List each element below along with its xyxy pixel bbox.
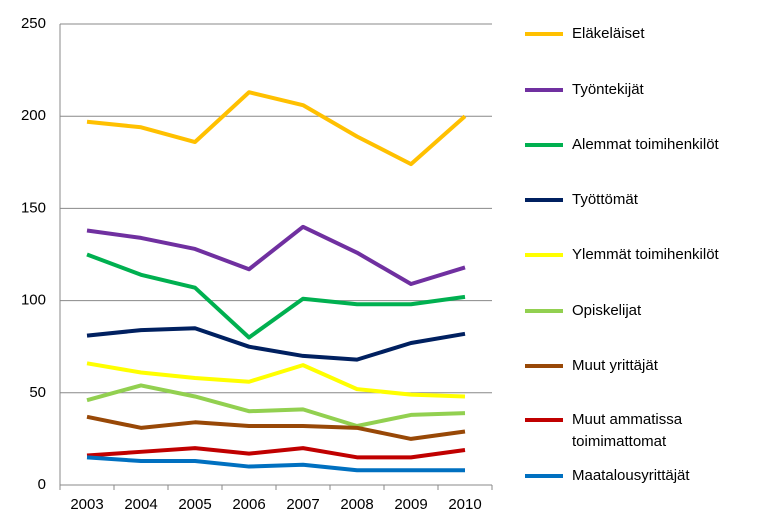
legend-item: Työntekijät — [525, 79, 752, 101]
x-tick-label: 2005 — [178, 496, 211, 513]
legend-swatch — [525, 309, 563, 313]
legend-label: Työntekijät — [572, 81, 644, 98]
legend-label: Maatalousyrittäjät — [572, 467, 690, 484]
legend-label: Alemmat toimihenkilöt — [572, 136, 719, 153]
x-tick-label: 2004 — [124, 496, 157, 513]
legend-label: Ylemmät toimihenkilöt — [572, 246, 719, 263]
legend-swatch — [525, 88, 563, 92]
y-tick-label: 100 — [21, 292, 46, 309]
series-line — [86, 224, 466, 287]
series-line — [86, 455, 465, 473]
legend-label: Muut ammatissa toimimattomat — [572, 411, 683, 450]
legend-item: Ylemmät toimihenkilöt — [525, 244, 752, 266]
series-line — [86, 90, 467, 167]
legend-item: Opiskelijat — [525, 300, 752, 322]
legend-swatch — [525, 418, 563, 422]
x-tick-label: 2003 — [70, 496, 103, 513]
legend-swatch — [525, 474, 563, 478]
legend-item: Maatalousyrittäjät — [525, 465, 752, 487]
y-tick-label: 50 — [29, 384, 46, 401]
x-tick-label: 2006 — [232, 496, 265, 513]
series-line — [86, 361, 466, 399]
series-line — [86, 414, 466, 441]
legend-item: Muut yrittäjät — [525, 355, 752, 377]
y-tick-label: 150 — [21, 199, 46, 216]
legend-swatch — [525, 32, 563, 36]
x-tick-label: 2008 — [340, 496, 373, 513]
x-tick-label: 2007 — [286, 496, 319, 513]
legend-swatch — [525, 143, 563, 147]
series-line — [86, 326, 466, 362]
x-tick-label: 2009 — [394, 496, 427, 513]
series-line — [86, 446, 466, 460]
y-tick-label: 0 — [38, 476, 46, 493]
legend-item: Eläkeläiset — [525, 23, 752, 45]
legend-label: Työttömät — [572, 191, 638, 208]
x-tick-label: 2010 — [448, 496, 481, 513]
legend-label: Opiskelijat — [572, 302, 642, 319]
legend-swatch — [525, 253, 563, 257]
series-line — [86, 383, 466, 428]
legend-swatch — [525, 198, 563, 202]
legend-label: Muut yrittäjät — [572, 357, 658, 374]
legend-label: Eläkeläiset — [572, 25, 645, 42]
legend-swatch — [525, 364, 563, 368]
legend-item: Työttömät — [525, 189, 752, 211]
legend-item: Alemmat toimihenkilöt — [525, 134, 752, 156]
series-line — [86, 252, 466, 340]
y-tick-label: 200 — [21, 107, 46, 124]
legend-item: Muut ammatissa toimimattomat — [525, 409, 752, 453]
y-tick-label: 250 — [21, 15, 46, 32]
